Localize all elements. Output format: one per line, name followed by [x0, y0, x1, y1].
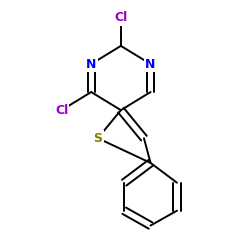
Text: N: N — [86, 58, 97, 70]
Text: S: S — [93, 132, 102, 145]
Text: Cl: Cl — [114, 11, 128, 24]
Text: N: N — [145, 58, 156, 70]
Text: Cl: Cl — [55, 104, 68, 117]
